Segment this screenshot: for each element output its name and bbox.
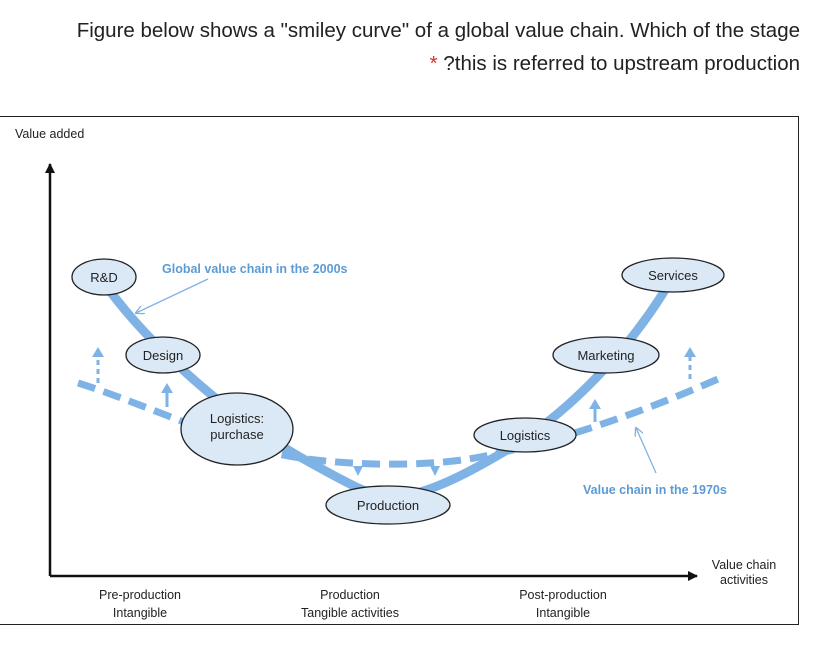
svg-text:Logistics: Logistics	[500, 428, 551, 443]
vc-1970s-pointer	[636, 428, 657, 474]
node-design: Design	[125, 336, 201, 374]
question-text-line2: * ?this is referred to upstream producti…	[10, 47, 800, 80]
smiley-curve-figure: Value added Value chain activities	[0, 116, 799, 625]
smiley-curve-diagram: Value added Value chain activities	[15, 127, 776, 620]
node-rd: R&D	[71, 258, 137, 296]
node-production: Production	[325, 485, 451, 525]
phase-post-production-line2: Intangible	[536, 606, 590, 620]
phase-pre-production-line2: Intangible	[113, 606, 167, 620]
x-axis-label-line1: Value chain	[712, 558, 776, 572]
node-logistics-purchase: Logistics: purchase	[180, 392, 294, 466]
svg-text:Design: Design	[143, 348, 183, 363]
svg-text:Production: Production	[357, 498, 419, 513]
svg-text:Marketing: Marketing	[577, 348, 634, 363]
gvc-2000s-pointer	[136, 278, 209, 313]
svg-text:purchase: purchase	[210, 427, 263, 442]
svg-text:R&D: R&D	[90, 270, 117, 285]
gvc-2000s-label: Global value chain in the 2000s	[162, 262, 348, 276]
phase-production-line1: Production	[320, 588, 380, 602]
phase-post-production-line1: Post-production	[519, 588, 607, 602]
svg-text:Logistics:: Logistics:	[210, 411, 264, 426]
node-services: Services	[621, 257, 725, 293]
vc-1970s-label: Value chain in the 1970s	[583, 483, 727, 497]
down-arrows	[353, 466, 440, 476]
question-text-line1: Figure below shows a "smiley curve" of a…	[76, 19, 800, 42]
phase-production-line2: Tangible activities	[301, 606, 399, 620]
x-axis-label-line2: activities	[720, 573, 768, 587]
phase-pre-production-line1: Pre-production	[99, 588, 181, 602]
node-logistics: Logistics	[473, 417, 577, 453]
y-axis-label: Value added	[15, 127, 84, 141]
shift-arrows	[92, 347, 696, 422]
svg-text:Services: Services	[648, 268, 698, 283]
node-marketing: Marketing	[552, 336, 660, 374]
question-text-line2-body: ?this is referred to upstream production	[443, 52, 800, 75]
required-marker: *	[429, 52, 438, 75]
value-chain-1970s-curve	[76, 375, 720, 468]
